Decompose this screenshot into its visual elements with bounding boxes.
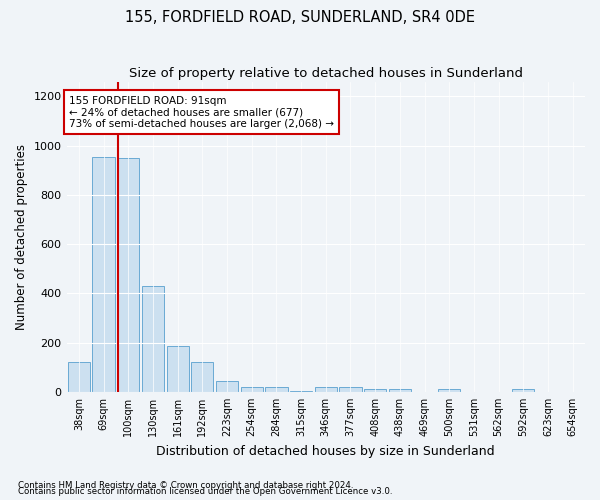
Bar: [142, 286, 164, 392]
Bar: [290, 390, 312, 392]
Bar: [167, 346, 189, 392]
Bar: [68, 362, 90, 392]
Bar: [191, 362, 214, 392]
Y-axis label: Number of detached properties: Number of detached properties: [15, 144, 28, 330]
Bar: [364, 390, 386, 392]
Text: Contains HM Land Registry data © Crown copyright and database right 2024.: Contains HM Land Registry data © Crown c…: [18, 481, 353, 490]
Bar: [241, 387, 263, 392]
Bar: [438, 390, 460, 392]
Bar: [117, 158, 139, 392]
Text: 155, FORDFIELD ROAD, SUNDERLAND, SR4 0DE: 155, FORDFIELD ROAD, SUNDERLAND, SR4 0DE: [125, 10, 475, 25]
X-axis label: Distribution of detached houses by size in Sunderland: Distribution of detached houses by size …: [157, 444, 495, 458]
Bar: [216, 381, 238, 392]
Text: 155 FORDFIELD ROAD: 91sqm
← 24% of detached houses are smaller (677)
73% of semi: 155 FORDFIELD ROAD: 91sqm ← 24% of detac…: [69, 96, 334, 129]
Bar: [92, 157, 115, 392]
Bar: [340, 387, 362, 392]
Title: Size of property relative to detached houses in Sunderland: Size of property relative to detached ho…: [129, 68, 523, 80]
Bar: [389, 390, 411, 392]
Bar: [265, 387, 287, 392]
Bar: [314, 387, 337, 392]
Bar: [512, 390, 535, 392]
Text: Contains public sector information licensed under the Open Government Licence v3: Contains public sector information licen…: [18, 487, 392, 496]
